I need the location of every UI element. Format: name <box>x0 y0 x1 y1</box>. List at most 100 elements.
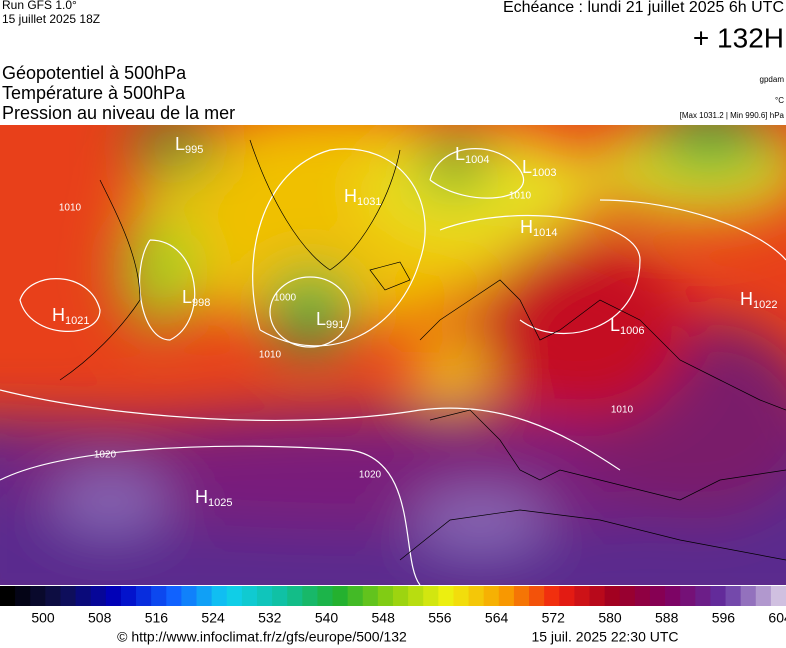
colorbar-tick-label: 596 <box>712 610 736 626</box>
colorbar-swatch <box>529 586 545 606</box>
isobar-label: 1010 <box>611 405 634 416</box>
center-value: 1003 <box>532 167 556 179</box>
colorbar-swatch <box>120 586 137 606</box>
title: Géopotentiel à 500hPa <box>2 63 187 83</box>
isobar-label: 1010 <box>509 191 532 202</box>
coastlines <box>59 139 786 561</box>
echeance: Echéance : lundi 21 juillet 2025 6h UTC <box>503 0 784 16</box>
colorbar-swatch <box>574 586 590 606</box>
colorbar-swatch <box>136 586 152 606</box>
colorbar-swatch <box>347 586 364 606</box>
colorbar-swatch <box>619 586 636 606</box>
colorbar-swatch <box>226 586 243 606</box>
center-kind: L <box>610 315 620 335</box>
colorbar-swatch <box>438 586 454 606</box>
colorbar-swatch <box>695 586 711 606</box>
colorbar-swatch <box>60 586 77 606</box>
colorbar-swatch <box>45 586 61 606</box>
colorbar-swatch <box>332 586 349 606</box>
isobar-label: 1020 <box>94 450 117 461</box>
colorbar-swatch <box>604 586 621 606</box>
isobar-label: 1010 <box>259 350 282 361</box>
isobar-label: 1010 <box>59 203 82 214</box>
colorbar-swatch <box>377 586 394 606</box>
isobars <box>0 148 786 585</box>
center-value: 991 <box>326 319 344 331</box>
lead-time: + 132H <box>693 22 784 53</box>
colorbar-swatch <box>0 586 16 606</box>
colorbar-swatch <box>196 586 213 606</box>
colorbar-swatch <box>408 586 424 606</box>
colorbar-tick-label: 556 <box>428 610 452 626</box>
colorbar-swatch <box>423 586 439 606</box>
center-value: 1031 <box>357 196 381 208</box>
map-field <box>0 125 786 585</box>
colorbar-swatch <box>680 586 696 606</box>
colorbar-swatch <box>740 586 757 606</box>
pressure-center: H1031 <box>344 186 381 208</box>
center-value: 995 <box>185 144 203 156</box>
colorbar-swatch <box>105 586 122 606</box>
pressure-center: L995 <box>175 134 203 156</box>
colorbar-tick-label: 604 <box>768 610 786 626</box>
center-kind: H <box>52 305 65 325</box>
pressure-center: H1021 <box>52 305 89 327</box>
center-value: 998 <box>192 297 210 309</box>
colorbar-swatch <box>544 586 560 606</box>
pressure-center: H1022 <box>740 289 777 311</box>
center-value: 1025 <box>208 497 232 509</box>
colorbar-tick-label: 540 <box>315 610 339 626</box>
run-date: 15 juillet 2025 18Z <box>2 12 100 26</box>
colorbar-swatch <box>589 586 606 606</box>
colorbar-swatch <box>498 586 515 606</box>
colorbar-tick-label: 516 <box>145 610 169 626</box>
colorbar-swatch <box>393 586 409 606</box>
pressure-center: L991 <box>316 309 344 331</box>
run: Run GFS 1.0° <box>2 0 77 12</box>
colorbar-tick-label: 588 <box>655 610 679 626</box>
isobar-label: 1020 <box>359 470 382 481</box>
pressure-center: L998 <box>182 287 210 309</box>
colorbar-swatch <box>272 586 288 606</box>
center-kind: L <box>522 157 532 177</box>
colorbar-swatch <box>302 586 318 606</box>
colorbar-tick-label: 572 <box>542 610 566 626</box>
center-kind: L <box>182 287 192 307</box>
center-value: 1022 <box>753 299 777 311</box>
colorbar-swatch <box>559 586 575 606</box>
center-kind: H <box>195 487 208 507</box>
colorbar-swatch <box>15 586 31 606</box>
center-kind: H <box>344 186 357 206</box>
title: Pression au niveau de la mer <box>2 103 235 123</box>
url: © http://www.infoclimat.fr/z/gfs/europe/… <box>117 629 407 645</box>
colorbar-swatch <box>483 586 500 606</box>
colorbar-swatch <box>166 586 182 606</box>
colorbar-swatch <box>649 586 666 606</box>
colorbar-swatch <box>30 586 46 606</box>
colorbar-swatch <box>181 586 197 606</box>
pressure-center: L1004 <box>455 144 490 166</box>
colorbar-swatch <box>770 586 786 606</box>
center-kind: L <box>455 144 465 164</box>
colorbar-swatch <box>634 586 651 606</box>
center-value: 1006 <box>620 325 644 337</box>
colorbar-swatch <box>317 586 334 606</box>
center-kind: L <box>175 134 185 154</box>
center-value: 1014 <box>533 227 557 239</box>
isobar-label: 1000 <box>274 293 297 304</box>
pressure-center: L1003 <box>522 157 557 179</box>
colorbar-swatch <box>287 586 303 606</box>
colorbar-swatch <box>241 586 258 606</box>
colorbar-swatch <box>468 586 485 606</box>
colorbar-tick-label: 532 <box>258 610 282 626</box>
timestamp: 15 juil. 2025 22:30 UTC <box>531 629 678 645</box>
colorbar-tick-label: 580 <box>598 610 622 626</box>
title: Température à 500hPa <box>2 83 186 103</box>
colorbar-swatch <box>453 586 470 606</box>
unit: [Max 1031.2 | Min 990.6] hPa <box>680 111 785 120</box>
colorbar-tick-label: 500 <box>31 610 55 626</box>
colorbar-tick-label: 508 <box>88 610 112 626</box>
colorbar-swatch <box>256 586 273 606</box>
colorbar-swatch <box>725 586 742 606</box>
